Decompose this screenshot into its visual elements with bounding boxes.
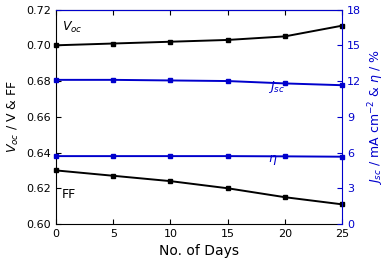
Text: FF: FF — [62, 188, 76, 201]
Y-axis label: $V_{oc}$ / V & FF: $V_{oc}$ / V & FF — [5, 80, 21, 153]
X-axis label: No. of Days: No. of Days — [159, 244, 239, 258]
Text: $J_{sc}$: $J_{sc}$ — [268, 79, 285, 95]
Y-axis label: $J_{sc}$ / mA cm$^{-2}$ & $\eta$ / %: $J_{sc}$ / mA cm$^{-2}$ & $\eta$ / % — [367, 49, 387, 185]
Text: $\eta$: $\eta$ — [268, 153, 278, 167]
Text: $V_{oc}$: $V_{oc}$ — [62, 20, 82, 35]
